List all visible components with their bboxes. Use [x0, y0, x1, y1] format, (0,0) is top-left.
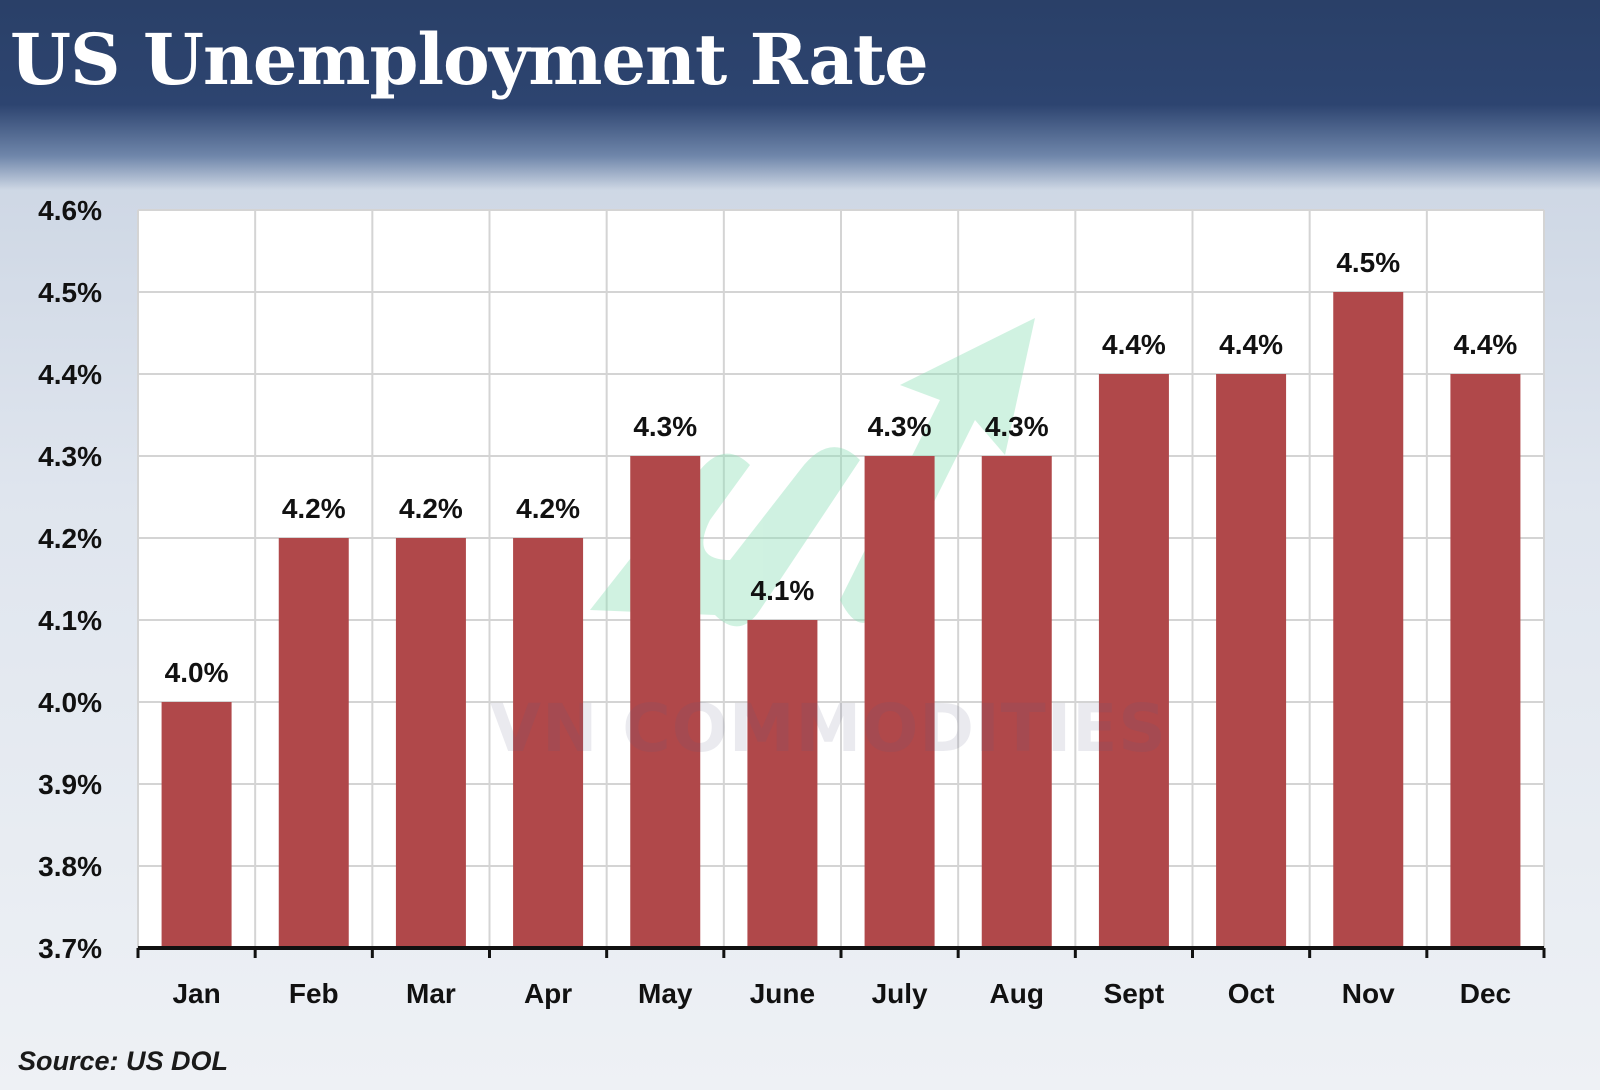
x-tick-label: Mar [406, 978, 456, 1009]
data-label: 4.1% [751, 575, 815, 606]
data-label: 4.5% [1336, 247, 1400, 278]
x-tick-label: May [638, 978, 693, 1009]
title-banner: US Unemployment Rate [0, 0, 1600, 190]
source-note: Source: US DOL [18, 1046, 229, 1076]
data-labels: 4.0% 4.2% 4.2% 4.2% 4.3% 4.1% 4.3% 4.3% 4.4% 4.4%… [165, 247, 1518, 688]
x-tick-label: Sept [1104, 978, 1165, 1009]
data-label: 4.3% [633, 411, 697, 442]
bar [1216, 374, 1287, 948]
x-tick-label: Feb [289, 978, 339, 1009]
x-tick-label: Dec [1460, 978, 1511, 1009]
y-tick-label: 4.2% [38, 523, 102, 554]
data-label: 4.0% [165, 657, 229, 688]
y-tick-label: 4.4% [38, 359, 102, 390]
x-tick-label: Aug [990, 978, 1044, 1009]
y-tick-label: 4.3% [38, 441, 102, 472]
bar [161, 702, 232, 948]
bars [161, 292, 1521, 948]
data-label: 4.4% [1454, 329, 1518, 360]
bar [278, 538, 349, 948]
bar [1098, 374, 1169, 948]
bar [747, 620, 818, 948]
data-label: 4.4% [1102, 329, 1166, 360]
gridlines [137, 209, 1545, 948]
data-label: 4.3% [868, 411, 932, 442]
x-tick-label: June [750, 978, 815, 1009]
x-tick-label: Jan [172, 978, 220, 1009]
data-label: 4.4% [1219, 329, 1283, 360]
data-label: 4.2% [282, 493, 346, 524]
y-tick-label: 3.8% [38, 851, 102, 882]
bar [1450, 374, 1521, 948]
data-label: 4.2% [516, 493, 580, 524]
x-tick-label: Nov [1342, 978, 1395, 1009]
x-tick-label: July [872, 978, 928, 1009]
x-tick-label: Apr [524, 978, 572, 1009]
bar [630, 456, 701, 948]
watermark-text: VN COMMODITIES [490, 690, 1167, 767]
y-tick-label: 4.1% [38, 605, 102, 636]
data-label: 4.2% [399, 493, 463, 524]
y-tick-label: 4.0% [38, 687, 102, 718]
bar [513, 538, 584, 948]
y-tick-label: 3.7% [38, 933, 102, 964]
y-tick-label: 4.5% [38, 277, 102, 308]
bar [1333, 292, 1404, 948]
y-tick-label: 4.6% [38, 195, 102, 226]
axes: 3.7% 3.8% 3.9% 4.0% 4.1% 4.2% 4.3% 4.4% 4.5% 4.6%… [38, 195, 1546, 1009]
bar [395, 538, 466, 948]
bar [981, 456, 1052, 948]
data-label: 4.3% [985, 411, 1049, 442]
x-tick-label: Oct [1228, 978, 1275, 1009]
bar [864, 456, 935, 948]
chart-title: US Unemployment Rate [10, 18, 929, 101]
y-tick-label: 3.9% [38, 769, 102, 800]
